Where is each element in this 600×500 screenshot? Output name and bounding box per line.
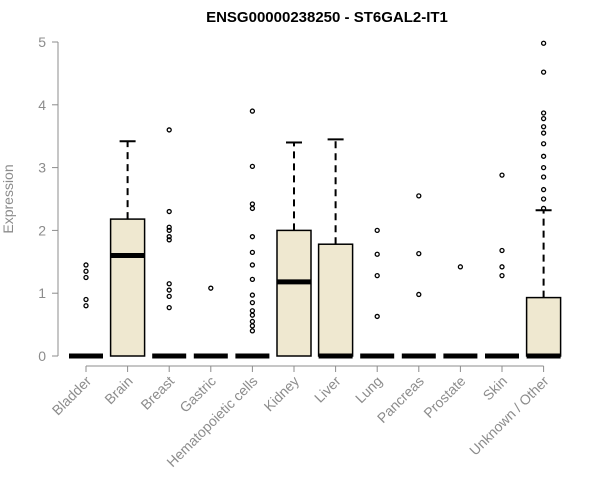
y-axis: 0 1 2 3 4 5: [38, 34, 59, 364]
box-group: [235, 108, 270, 359]
outlier-point: [416, 193, 422, 199]
outlier-point: [249, 312, 256, 318]
outlier-point: [166, 224, 172, 230]
outlier-point: [166, 127, 172, 133]
box-group: [401, 193, 436, 359]
outlier-point: [83, 303, 89, 309]
y-tick-label: 1: [38, 285, 46, 301]
outlier-point: [499, 172, 505, 178]
outlier-point: [166, 281, 172, 287]
outlier-point: [540, 205, 547, 212]
outlier-point: [540, 196, 547, 202]
outlier-point: [208, 285, 214, 291]
y-tick-label: 5: [38, 34, 46, 50]
x-tick-label: Prostate: [420, 373, 468, 421]
box-rect: [276, 229, 312, 357]
outlier-point: [83, 296, 89, 303]
outlier-point: [83, 274, 89, 281]
box-group: [360, 227, 395, 359]
box-group: [276, 141, 312, 357]
outlier-point: [249, 262, 256, 268]
outlier-point: [416, 291, 422, 298]
x-tick-label: Brain: [101, 373, 135, 407]
x-tick-label: Breast: [137, 373, 177, 413]
x-tick-label: Lung: [352, 373, 385, 406]
outlier-point: [249, 299, 256, 306]
outlier-point: [540, 130, 547, 136]
box-group: [485, 172, 519, 359]
box-group: [69, 262, 103, 359]
x-tick-label: Unknown / Other: [466, 373, 552, 459]
chart-title: ENSG00000238250 - ST6GAL2-IT1: [206, 9, 448, 26]
y-tick-label: 0: [38, 348, 46, 364]
box-group: [525, 40, 562, 359]
box-rect: [109, 218, 146, 357]
box-group: [317, 138, 354, 359]
outlier-point: [83, 268, 89, 274]
outlier-point: [249, 276, 256, 283]
x-tick-label: Liver: [311, 373, 344, 406]
box-rect: [317, 243, 354, 357]
outlier-point: [540, 124, 547, 130]
outlier-point: [540, 40, 547, 46]
outlier-point: [416, 250, 422, 257]
box-rect: [525, 296, 562, 357]
outlier-point: [166, 293, 172, 299]
outlier-point: [540, 164, 547, 171]
y-tick-label: 2: [38, 222, 46, 238]
outlier-point: [540, 186, 547, 193]
x-tick-label: Bladder: [49, 373, 95, 419]
box-series: [69, 40, 562, 359]
outlier-point: [249, 323, 256, 329]
outlier-point: [249, 292, 256, 298]
outlier-point: [499, 264, 505, 270]
outlier-point: [457, 264, 464, 270]
outlier-point: [249, 201, 256, 207]
outlier-point: [374, 251, 380, 257]
outlier-point: [374, 272, 380, 279]
outlier-point: [249, 163, 256, 169]
outlier-point: [166, 227, 172, 234]
outlier-point: [166, 208, 172, 215]
x-tick-label: Skin: [480, 373, 511, 404]
box-group: [152, 127, 187, 359]
outlier-point: [540, 141, 547, 147]
outlier-point: [249, 234, 256, 240]
y-tick-label: 4: [38, 97, 46, 113]
outlier-point: [249, 308, 256, 314]
outlier-point: [499, 247, 505, 254]
y-tick-label: 3: [38, 160, 46, 176]
box-group: [109, 140, 146, 357]
outlier-point: [374, 313, 380, 320]
outlier-point: [374, 227, 380, 234]
x-tick-label: Kidney: [261, 373, 303, 415]
y-axis-label: Expression: [0, 164, 16, 233]
outlier-point: [166, 234, 172, 240]
outlier-point: [83, 262, 89, 268]
outlier-point: [540, 153, 547, 159]
outlier-point: [249, 249, 256, 256]
outlier-point: [249, 318, 256, 325]
outlier-point: [166, 237, 172, 243]
box-group: [193, 285, 228, 359]
outlier-point: [166, 304, 172, 311]
outlier-point: [540, 69, 547, 75]
outlier-point: [540, 174, 547, 180]
outlier-point: [249, 108, 256, 114]
outlier-point: [249, 328, 256, 334]
outlier-point: [499, 272, 505, 279]
outlier-point: [540, 110, 547, 116]
outlier-point: [166, 287, 172, 293]
outlier-point: [540, 115, 547, 122]
outlier-point: [249, 205, 256, 212]
box-group: [443, 264, 478, 359]
